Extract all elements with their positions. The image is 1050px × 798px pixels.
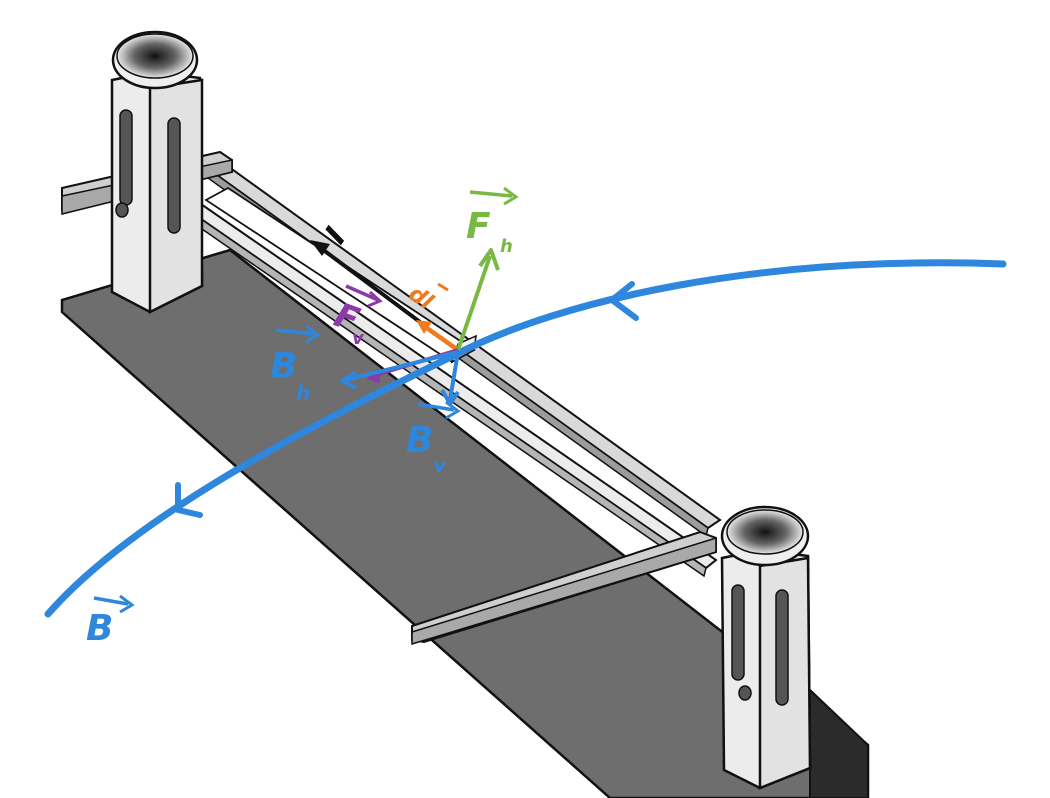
field-v-sub: v [434, 456, 447, 477]
field-v-label: B [406, 420, 433, 461]
dl-arrow [416, 320, 460, 352]
force-h-arrow [456, 248, 500, 351]
right-cross-bar [411, 530, 717, 646]
field-arrowhead-right [609, 281, 639, 321]
label-field: B [86, 594, 135, 649]
field-h-arrow [340, 350, 459, 390]
field-label: B [86, 608, 113, 649]
field-h-label: B [270, 346, 297, 387]
field-h-sub: h [296, 381, 310, 405]
right-post [720, 505, 812, 790]
label-force-h: F h [466, 186, 519, 257]
left-post [110, 30, 204, 315]
current-arrow [310, 240, 422, 324]
label-field-h: B h [270, 324, 321, 405]
label-force-v: F v [329, 284, 383, 349]
magnetic-field-line [44, 259, 1007, 618]
force-v-sub: v [352, 328, 365, 349]
force-h-label: F [466, 206, 491, 247]
force-h-sub: h [500, 236, 513, 257]
label-field-v: B v [406, 400, 461, 477]
ground-slab [60, 248, 870, 798]
field-arrowhead-left [175, 482, 203, 518]
